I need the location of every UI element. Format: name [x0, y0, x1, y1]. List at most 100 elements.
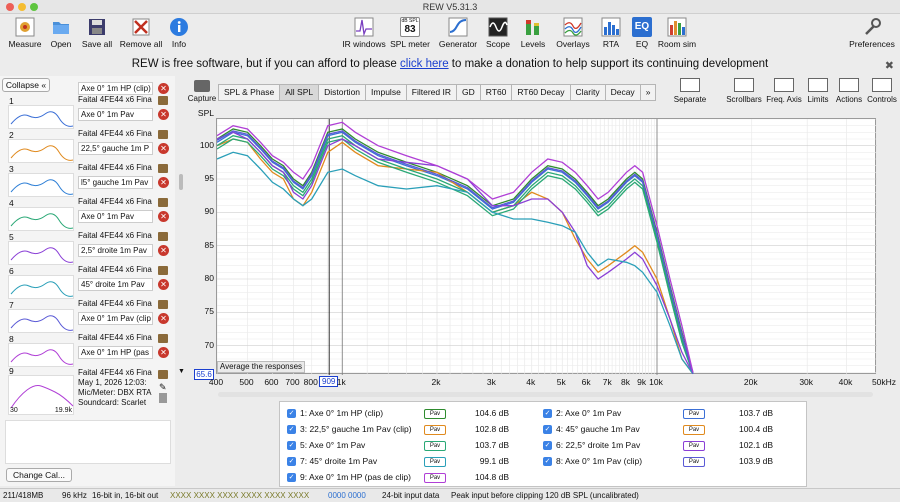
overlays-button[interactable]: Overlays: [551, 17, 595, 49]
remove-measurement-icon[interactable]: ✕: [158, 313, 169, 324]
info-button[interactable]: Info: [157, 17, 201, 49]
legend-swatch[interactable]: Pav: [683, 425, 705, 435]
legend-swatch[interactable]: Pav: [424, 457, 446, 467]
legend-item[interactable]: ✓ 6: 22,5° droite 1m Pav Pav 102.1 dB: [543, 440, 773, 451]
tab-spl-phase[interactable]: SPL & Phase: [218, 84, 280, 101]
measurement-row[interactable]: 3 Faital 4FE44 x6 Fina l5° gauche 1m Pav ✕: [3, 163, 171, 198]
legend-checkbox[interactable]: ✓: [287, 425, 296, 434]
remove-measurement-icon[interactable]: ✕: [158, 347, 169, 358]
generator-button[interactable]: Generator: [436, 17, 480, 49]
remove-measurement-icon[interactable]: ✕: [158, 279, 169, 290]
capture-button[interactable]: Capture: [186, 80, 218, 103]
collapse-button[interactable]: Collapse «: [2, 78, 50, 92]
remove-measurement-icon[interactable]: ✕: [158, 211, 169, 222]
remove-all-button[interactable]: Remove all: [119, 17, 163, 49]
tab-all-spl[interactable]: All SPL: [279, 84, 319, 101]
minimize-window-button[interactable]: [18, 3, 26, 11]
lock-icon[interactable]: [158, 266, 168, 275]
scope-button[interactable]: Scope: [476, 17, 520, 49]
legend-item[interactable]: ✓ 9: Axe 0° 1m HP (pas de clip) Pav 104.8 d…: [287, 472, 509, 483]
close-window-button[interactable]: [6, 3, 14, 11]
remove-measurement-icon[interactable]: ✕: [158, 245, 169, 256]
legend-checkbox[interactable]: ✓: [287, 409, 296, 418]
legend-checkbox[interactable]: ✓: [543, 441, 552, 450]
tab-impulse[interactable]: Impulse: [365, 84, 406, 101]
average-responses-button[interactable]: Average the responses: [217, 361, 305, 373]
tab-clarity[interactable]: Clarity: [569, 84, 605, 101]
lock-icon[interactable]: [158, 300, 168, 309]
legend-item[interactable]: ✓ 2: Axe 0° 1m Pav Pav 103.7 dB: [543, 408, 773, 419]
preferences-button[interactable]: Preferences: [848, 17, 896, 49]
measurement-name-field[interactable]: Axe 0° 1m HP (clip): [78, 82, 153, 95]
legend-swatch[interactable]: Pav: [424, 441, 446, 451]
save-all-button[interactable]: Save all: [75, 17, 119, 49]
lock-icon[interactable]: [158, 130, 168, 139]
limits-button[interactable]: Limits: [796, 78, 840, 104]
selected-measurement[interactable]: 9 30 19.9k Faital 4FE44 x6 Fina May 1, 2…: [8, 366, 168, 415]
measurement-name-field[interactable]: Axe 0° 1m Pav: [78, 108, 153, 121]
measurement-name-field[interactable]: 2,5° droite 1m Pav: [78, 244, 153, 257]
tab-rt60-decay[interactable]: RT60 Decay: [511, 84, 570, 101]
actions-button[interactable]: Actions: [827, 78, 871, 104]
open-button[interactable]: Open: [39, 17, 83, 49]
separate-button[interactable]: Separate: [668, 78, 712, 104]
spl-chart[interactable]: [216, 118, 878, 375]
tab-filtered-ir[interactable]: Filtered IR: [405, 84, 457, 101]
levels-button[interactable]: Levels: [511, 17, 555, 49]
measurement-name-field[interactable]: l5° gauche 1m Pav: [78, 176, 153, 189]
notes-area[interactable]: [5, 420, 171, 464]
measurement-row[interactable]: Axe 0° 1m HP (clip) ✕: [3, 79, 171, 113]
remove-measurement-icon[interactable]: ✕: [158, 177, 169, 188]
change-cal-button[interactable]: Change Cal...: [6, 468, 72, 482]
room-sim-button[interactable]: Room sim: [655, 17, 699, 49]
remove-measurement-icon[interactable]: ✕: [158, 109, 169, 120]
tab--[interactable]: »: [639, 84, 657, 101]
legend-swatch[interactable]: Pav: [424, 409, 446, 419]
legend-checkbox[interactable]: ✓: [287, 473, 296, 482]
notes-icon[interactable]: [159, 393, 167, 403]
legend-item[interactable]: ✓ 4: 45° gauche 1m Pav Pav 100.4 dB: [543, 424, 773, 435]
legend-swatch[interactable]: Pav: [683, 441, 705, 451]
legend-checkbox[interactable]: ✓: [543, 425, 552, 434]
measurement-row[interactable]: 1 Faital 4FE44 x6 Fina Axe 0° 1m Pav ✕: [3, 95, 171, 130]
measurement-name-field[interactable]: Axe 0° 1m Pav (clip: [78, 312, 153, 325]
legend-checkbox[interactable]: ✓: [287, 457, 296, 466]
tab-gd[interactable]: GD: [456, 84, 480, 101]
plot-area[interactable]: [216, 118, 878, 375]
eq-button[interactable]: EQ EQ: [620, 17, 664, 49]
controls-button[interactable]: Controls: [860, 78, 900, 104]
measurement-row[interactable]: 4 Faital 4FE44 x6 Fina Axe 0° 1m Pav ✕: [3, 197, 171, 232]
legend-item[interactable]: ✓ 8: Axe 0° 1m Pav (clip) Pav 103.9 dB: [543, 456, 773, 467]
legend-item[interactable]: ✓ 7: 45° droite 1m Pav Pav 99.1 dB: [287, 456, 509, 467]
rta-button[interactable]: RTA: [589, 17, 633, 49]
measurement-name-field[interactable]: 22,5° gauche 1m P: [78, 142, 153, 155]
close-banner-icon[interactable]: ✖: [884, 60, 894, 72]
measure-button[interactable]: Measure: [3, 17, 47, 49]
freq-axis-button[interactable]: Freq. Axis: [762, 78, 806, 104]
measurement-name-field[interactable]: 45° droite 1m Pav: [78, 278, 153, 291]
measurement-row[interactable]: 2 Faital 4FE44 x6 Fina 22,5° gauche 1m P ✕: [3, 129, 171, 164]
remove-measurement-icon[interactable]: ✕: [158, 83, 169, 94]
horizontal-scrollbar[interactable]: [218, 392, 873, 397]
measurement-name-field[interactable]: Axe 0° 1m HP (pas: [78, 346, 153, 359]
legend-swatch[interactable]: Pav: [424, 473, 446, 483]
legend-swatch[interactable]: Pav: [424, 425, 446, 435]
legend-swatch[interactable]: Pav: [683, 457, 705, 467]
measurement-row[interactable]: 8 Faital 4FE44 x6 Fina Axe 0° 1m HP (pas ✕: [3, 333, 171, 368]
zoom-window-button[interactable]: [30, 3, 38, 11]
tab-rt60[interactable]: RT60: [479, 84, 512, 101]
donation-link[interactable]: click here: [400, 58, 449, 70]
spl-meter-button[interactable]: dB SPL 83 SPL meter: [390, 17, 430, 49]
tab-distortion[interactable]: Distortion: [318, 84, 366, 101]
remove-measurement-icon[interactable]: ✕: [158, 143, 169, 154]
legend-checkbox[interactable]: ✓: [287, 441, 296, 450]
lock-icon[interactable]: [158, 334, 168, 343]
lock-icon[interactable]: [158, 198, 168, 207]
measurement-name-field[interactable]: Axe 0° 1m Pav: [78, 210, 153, 223]
ir-windows-button[interactable]: IR windows: [342, 17, 386, 49]
edit-icon[interactable]: ✎: [159, 382, 167, 392]
measurement-row[interactable]: 6 Faital 4FE44 x6 Fina 45° droite 1m Pav ✕: [3, 265, 171, 300]
measurement-row[interactable]: 5 Faital 4FE44 x6 Fina 2,5° droite 1m Pav ✕: [3, 231, 171, 266]
legend-item[interactable]: ✓ 5: Axe 0° 1m Pav Pav 103.7 dB: [287, 440, 509, 451]
legend-item[interactable]: ✓ 3: 22,5° gauche 1m Pav (clip) Pav 102.8 d…: [287, 424, 509, 435]
